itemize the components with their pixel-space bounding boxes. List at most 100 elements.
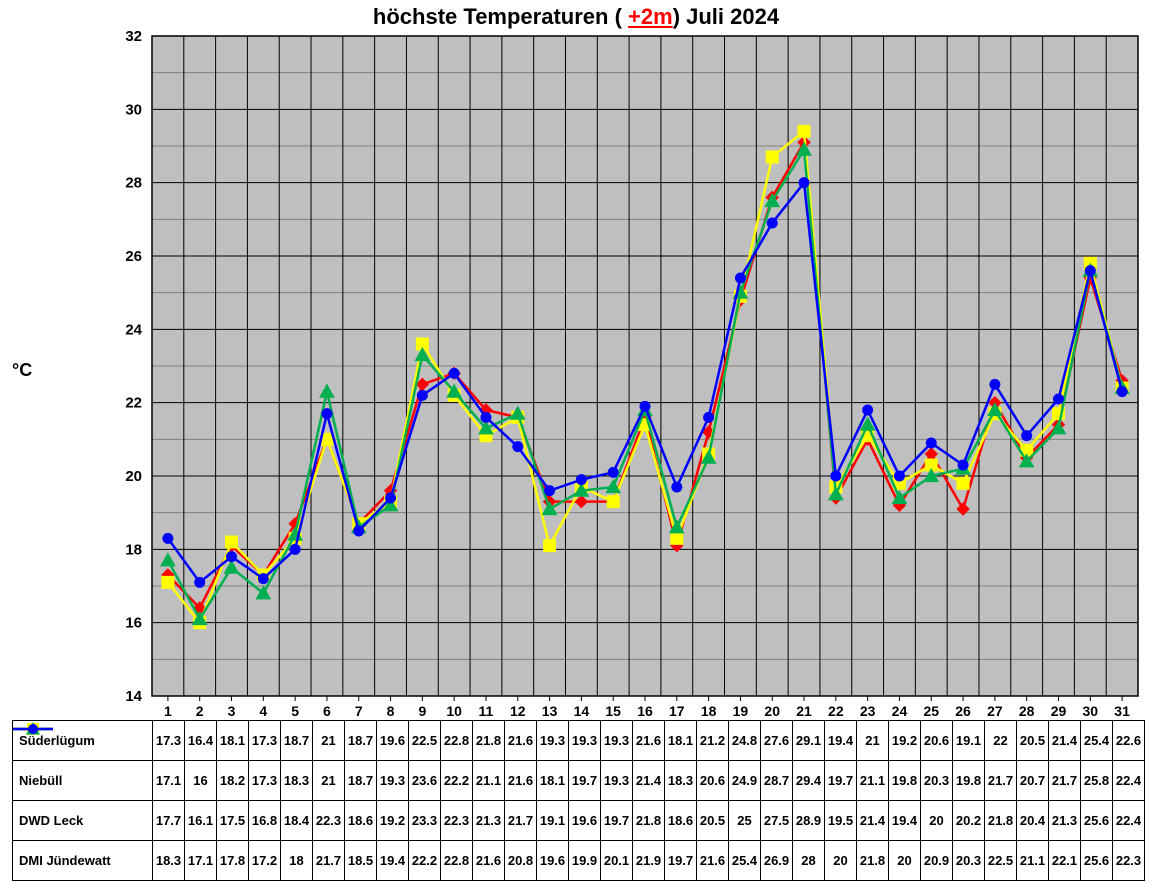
- svg-text:2: 2: [196, 703, 204, 719]
- data-cell: 16.8: [249, 801, 281, 841]
- series-label: DWD Leck: [13, 801, 153, 841]
- data-cell: 19.3: [569, 721, 601, 761]
- data-cell: 22.5: [409, 721, 441, 761]
- data-cell: 19.6: [377, 721, 409, 761]
- data-cell: 21.1: [857, 761, 889, 801]
- svg-text:29: 29: [1051, 703, 1067, 719]
- svg-text:20: 20: [125, 468, 142, 485]
- data-cell: 21.7: [985, 761, 1017, 801]
- data-cell: 21.4: [857, 801, 889, 841]
- svg-text:7: 7: [355, 703, 363, 719]
- data-cell: 20: [825, 841, 857, 881]
- data-cell: 21.7: [505, 801, 537, 841]
- svg-text:15: 15: [605, 703, 621, 719]
- data-cell: 19.7: [665, 841, 697, 881]
- data-cell: 21: [313, 761, 345, 801]
- data-cell: 24.8: [729, 721, 761, 761]
- svg-text:9: 9: [418, 703, 426, 719]
- data-cell: 17.7: [153, 801, 185, 841]
- data-cell: 16: [185, 761, 217, 801]
- data-cell: 20.1: [601, 841, 633, 881]
- svg-text:18: 18: [701, 703, 717, 719]
- data-cell: 18.6: [345, 801, 377, 841]
- data-cell: 28.7: [761, 761, 793, 801]
- data-cell: 17.1: [153, 761, 185, 801]
- data-cell: 21.1: [1017, 841, 1049, 881]
- data-cell: 22.3: [313, 801, 345, 841]
- svg-text:11: 11: [479, 703, 494, 719]
- table-row: Süderlügum17.316.418.117.318.72118.719.6…: [13, 721, 1145, 761]
- data-cell: 26.9: [761, 841, 793, 881]
- data-cell: 25: [729, 801, 761, 841]
- data-cell: 22.5: [985, 841, 1017, 881]
- data-cell: 20.5: [1017, 721, 1049, 761]
- data-cell: 21.6: [505, 761, 537, 801]
- svg-text:4: 4: [259, 703, 267, 719]
- data-cell: 21.3: [473, 801, 505, 841]
- data-cell: 28: [793, 841, 825, 881]
- svg-text:14: 14: [574, 703, 590, 719]
- data-cell: 20.5: [697, 801, 729, 841]
- data-cell: 21.4: [633, 761, 665, 801]
- chart-plot: 1416182022242628303212345678910111213141…: [0, 0, 1152, 726]
- data-cell: 18.1: [665, 721, 697, 761]
- data-cell: 17.3: [249, 761, 281, 801]
- data-cell: 17.3: [249, 721, 281, 761]
- data-cell: 19.7: [825, 761, 857, 801]
- data-cell: 21.3: [1049, 801, 1081, 841]
- data-cell: 21: [857, 721, 889, 761]
- data-cell: 17.8: [217, 841, 249, 881]
- svg-text:16: 16: [637, 703, 653, 719]
- data-cell: 22.3: [441, 801, 473, 841]
- svg-text:26: 26: [955, 703, 971, 719]
- data-cell: 19.5: [825, 801, 857, 841]
- series-label: Niebüll: [13, 761, 153, 801]
- svg-text:28: 28: [1019, 703, 1035, 719]
- data-cell: 18.3: [665, 761, 697, 801]
- data-cell: 19.6: [537, 841, 569, 881]
- svg-text:1: 1: [164, 703, 172, 719]
- table-row: Niebüll17.11618.217.318.32118.719.323.62…: [13, 761, 1145, 801]
- data-cell: 29.1: [793, 721, 825, 761]
- svg-text:22: 22: [125, 395, 142, 412]
- svg-text:12: 12: [510, 703, 526, 719]
- data-cell: 18.5: [345, 841, 377, 881]
- data-cell: 22.4: [1113, 801, 1145, 841]
- data-cell: 21.8: [633, 801, 665, 841]
- svg-text:5: 5: [291, 703, 299, 719]
- data-cell: 18.7: [345, 721, 377, 761]
- svg-text:16: 16: [125, 615, 142, 632]
- data-cell: 21.7: [1049, 761, 1081, 801]
- data-cell: 21.8: [473, 721, 505, 761]
- data-cell: 19.7: [569, 761, 601, 801]
- data-cell: 21: [313, 721, 345, 761]
- data-cell: 22.2: [409, 841, 441, 881]
- svg-text:18: 18: [125, 541, 142, 558]
- data-cell: 28.9: [793, 801, 825, 841]
- data-cell: 17.2: [249, 841, 281, 881]
- svg-text:13: 13: [542, 703, 558, 719]
- data-cell: 21.7: [313, 841, 345, 881]
- data-cell: 29.4: [793, 761, 825, 801]
- data-cell: 20: [921, 801, 953, 841]
- data-cell: 19.6: [569, 801, 601, 841]
- data-cell: 20.7: [1017, 761, 1049, 801]
- data-cell: 23.3: [409, 801, 441, 841]
- svg-text:19: 19: [733, 703, 749, 719]
- data-cell: 21.1: [473, 761, 505, 801]
- data-cell: 22.8: [441, 841, 473, 881]
- data-cell: 21.6: [697, 841, 729, 881]
- data-cell: 21.6: [633, 721, 665, 761]
- data-cell: 27.6: [761, 721, 793, 761]
- data-cell: 17.5: [217, 801, 249, 841]
- data-cell: 21.2: [697, 721, 729, 761]
- data-cell: 19.7: [601, 801, 633, 841]
- series-label: DMI Jündewatt: [13, 841, 153, 881]
- data-cell: 22.4: [1113, 761, 1145, 801]
- data-cell: 27.5: [761, 801, 793, 841]
- data-cell: 16.1: [185, 801, 217, 841]
- data-cell: 16.4: [185, 721, 217, 761]
- data-cell: 20.8: [505, 841, 537, 881]
- data-table: Süderlügum17.316.418.117.318.72118.719.6…: [12, 720, 1145, 881]
- data-cell: 19.1: [537, 801, 569, 841]
